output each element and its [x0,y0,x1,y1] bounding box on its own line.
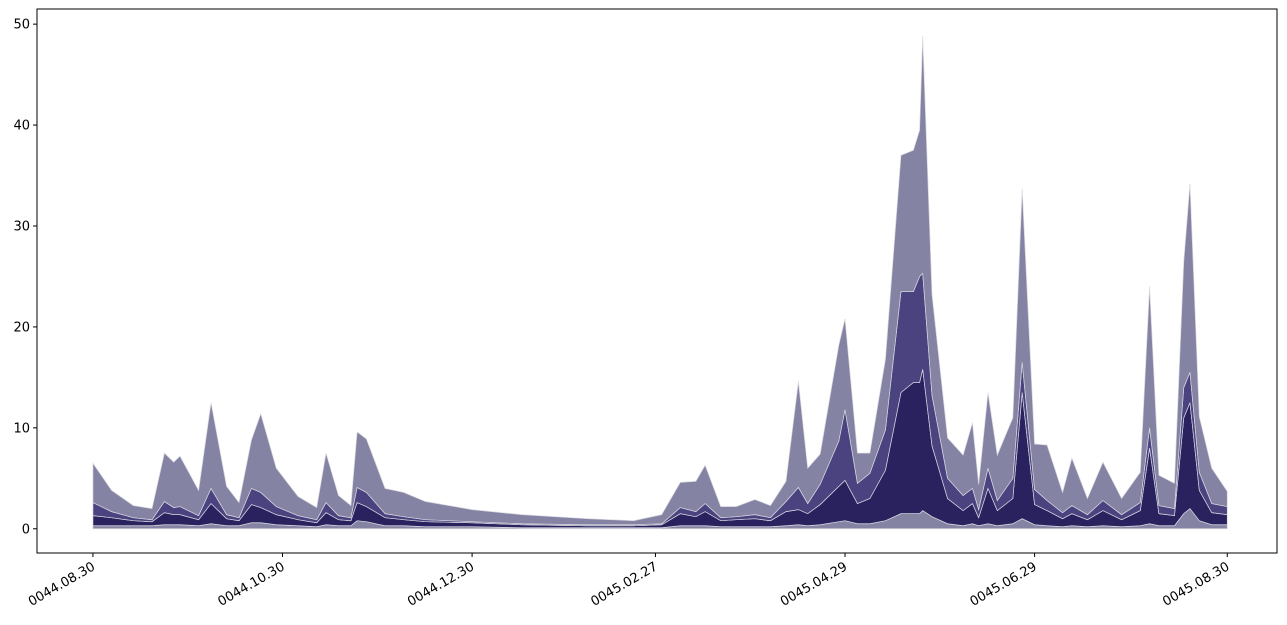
area [92,36,1228,526]
y-tick-label: 30 [13,219,30,234]
y-tick-label: 40 [13,119,30,134]
x-tick-label: 0044.08.30 [26,559,98,609]
x-tick-label: 0045.08.30 [1160,559,1232,609]
x-tick-label: 0044.12.30 [405,559,477,609]
y-tick-label: 20 [13,320,30,335]
x-tick-label: 0045.04.29 [778,559,850,609]
plot-frame [36,8,1278,554]
x-tick-label: 0044.10.30 [216,559,288,609]
y-tick-label: 0 [22,522,30,537]
x-tick-label: 0045.06.29 [968,559,1040,609]
y-tick-label: 10 [13,421,30,436]
x-tick-label: 0045.02.27 [588,559,660,609]
y-tick-label: 50 [13,18,30,33]
